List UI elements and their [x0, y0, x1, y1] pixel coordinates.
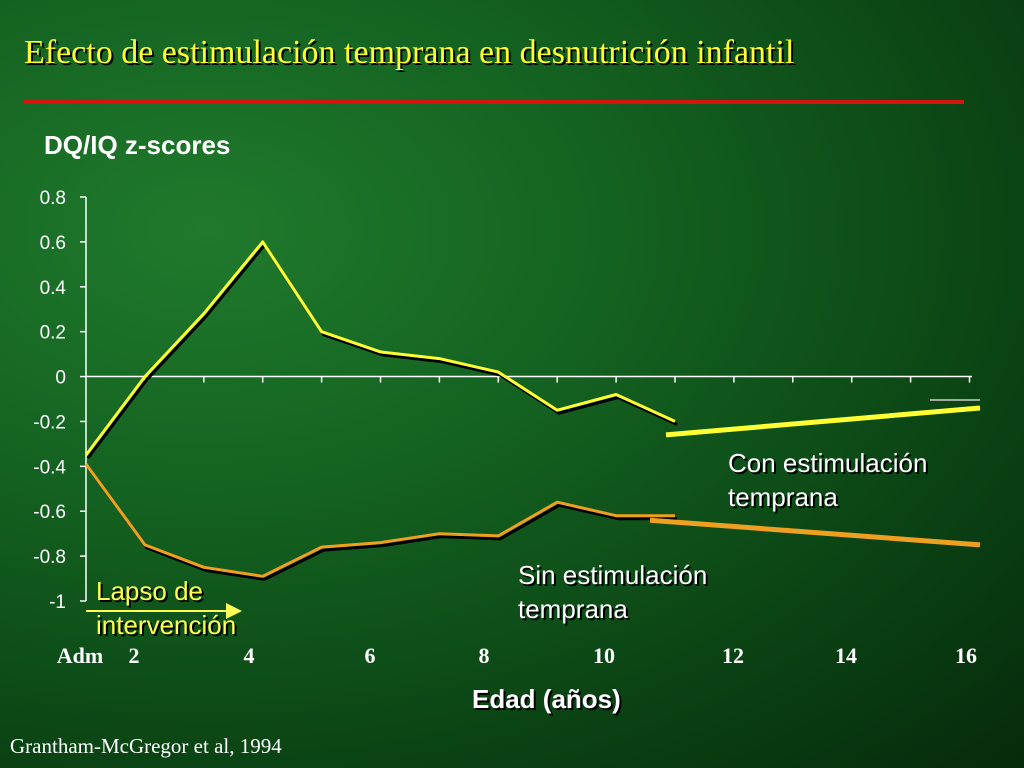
x-tick-label: 12 — [722, 643, 744, 668]
x-tick-label: 14 — [835, 643, 857, 668]
series-shadow-1 — [86, 466, 677, 581]
y-tick-label: -0.6 — [33, 502, 66, 523]
x-axis-label: Edad (años) — [472, 684, 621, 714]
label-lapso-intervencion: Lapso de intervención — [96, 574, 236, 642]
title-underline — [24, 100, 964, 104]
label-sin-line2: temprana — [518, 594, 628, 624]
y-tick-label: -0.8 — [33, 547, 66, 568]
y-tick-label: 0.2 — [40, 323, 66, 344]
y-tick-label: 0.4 — [40, 278, 67, 299]
x-tick-label: 10 — [593, 643, 615, 668]
x-tick-label: 6 — [365, 643, 376, 668]
series-shadow-0 — [86, 243, 678, 460]
label-lapso-line1: Lapso de — [96, 576, 203, 606]
projection-line-0 — [665, 405, 981, 438]
series-line-0 — [84, 240, 676, 457]
x-tick-label: 2 — [129, 643, 140, 668]
label-sin-estimulacion: Sin estimulación temprana — [518, 558, 707, 626]
x-tick-label: 8 — [479, 643, 490, 668]
y-tick-label: -0.2 — [33, 412, 66, 433]
label-con-estimulacion: Con estimulación temprana — [728, 446, 927, 514]
projection-line-1 — [649, 517, 981, 548]
y-tick-label: -0.4 — [33, 457, 66, 478]
x-tick-label: 4 — [244, 643, 255, 668]
y-tick-label: 0.6 — [40, 233, 66, 254]
y-tick-label: 0.8 — [40, 188, 66, 209]
label-lapso-line2: intervención — [96, 610, 237, 640]
x-tick-label: Adm — [57, 643, 103, 668]
series-line-1 — [84, 463, 675, 578]
citation: Grantham-McGregor et al, 1994 — [10, 734, 282, 758]
y-tick-label: -1 — [49, 592, 66, 613]
label-con-line1: Con estimulación — [728, 448, 928, 478]
y-tick-label: 0 — [55, 368, 66, 389]
y-axis-label: DQ/IQ z-scores — [44, 130, 231, 160]
label-con-line2: temprana — [728, 482, 838, 512]
x-tick-label: 16 — [955, 643, 977, 668]
label-sin-line1: Sin estimulación — [518, 560, 708, 590]
slide-title: Efecto de estimulación temprana en desnu… — [24, 34, 795, 71]
